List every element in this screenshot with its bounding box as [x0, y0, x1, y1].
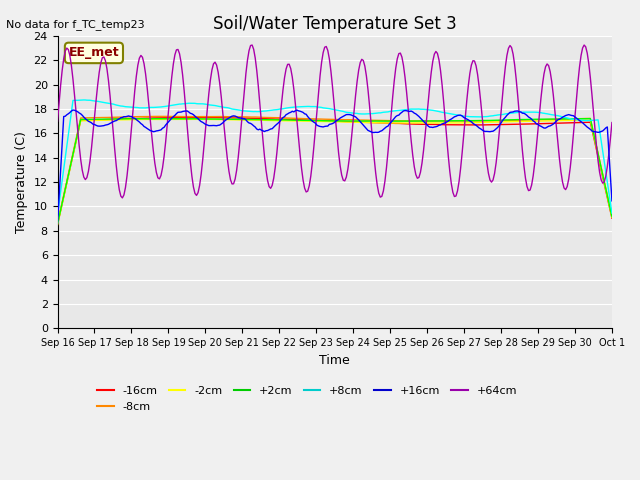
Title: Soil/Water Temperature Set 3: Soil/Water Temperature Set 3 — [213, 15, 456, 33]
X-axis label: Time: Time — [319, 354, 350, 367]
Y-axis label: Temperature (C): Temperature (C) — [15, 131, 28, 233]
Text: No data for f_TC_temp23: No data for f_TC_temp23 — [6, 19, 145, 30]
Text: EE_met: EE_met — [68, 47, 119, 60]
Legend: -16cm, -8cm, -2cm, +2cm, +8cm, +16cm, +64cm: -16cm, -8cm, -2cm, +2cm, +8cm, +16cm, +6… — [93, 382, 522, 416]
